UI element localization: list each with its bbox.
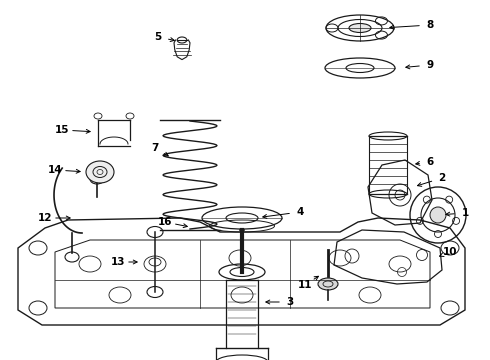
Text: 12: 12 [38,213,52,223]
Text: 8: 8 [426,20,434,30]
Text: 6: 6 [426,157,434,167]
Text: 5: 5 [154,32,162,42]
Ellipse shape [349,23,371,32]
Text: 7: 7 [151,143,159,153]
Text: 3: 3 [286,297,294,307]
Ellipse shape [86,161,114,183]
Text: 10: 10 [443,247,457,257]
Text: 13: 13 [111,257,125,267]
Text: 15: 15 [55,125,69,135]
Text: 16: 16 [158,217,172,227]
Text: 1: 1 [462,208,468,218]
Text: 14: 14 [48,165,62,175]
Ellipse shape [318,278,338,290]
Text: 9: 9 [426,60,434,70]
Text: 2: 2 [439,173,445,183]
Ellipse shape [430,207,446,223]
Text: 11: 11 [298,280,312,290]
Text: 4: 4 [296,207,304,217]
